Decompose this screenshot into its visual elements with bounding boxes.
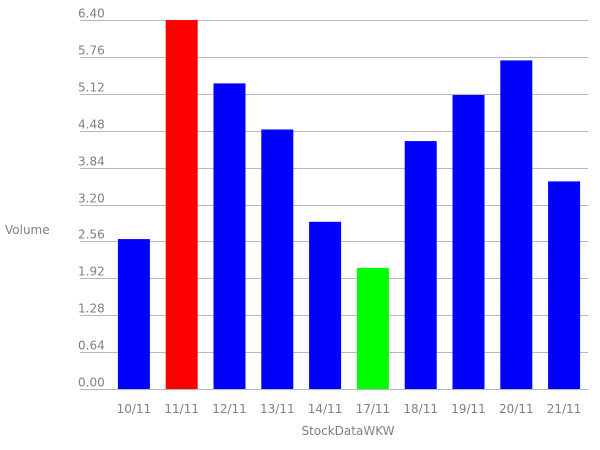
y-axis-label: Volume	[5, 223, 50, 237]
bars	[117, 20, 581, 390]
bar-19-11	[452, 95, 485, 389]
y-tick-label: 5.12	[78, 81, 105, 95]
y-tick-label: 0.00	[78, 376, 105, 390]
y-tick-label: 1.92	[78, 265, 105, 279]
bar-11-11	[165, 20, 198, 389]
y-tick-label: 2.56	[78, 228, 105, 242]
bar-13-11	[261, 129, 294, 389]
y-tick-label: 1.28	[78, 302, 105, 316]
bar-10-11	[117, 239, 150, 389]
x-tick-label: 14/11	[308, 402, 343, 416]
x-axis-ticks: 10/11 11/11 12/11 13/11 14/11 17/11 18/11 19/11…	[117, 402, 582, 416]
y-tick-label: 5.76	[78, 44, 105, 58]
bar-20-11	[500, 60, 533, 390]
bar-12-11	[213, 83, 246, 390]
y-tick-label: 4.48	[78, 118, 105, 132]
x-tick-label: 11/11	[164, 402, 199, 416]
x-tick-label: 12/11	[212, 402, 247, 416]
x-tick-label: 19/11	[451, 402, 486, 416]
x-tick-label: 17/11	[356, 402, 391, 416]
x-axis-label: StockDataWKW	[301, 424, 394, 438]
y-tick-label: 3.84	[78, 155, 105, 169]
bar-18-11	[404, 141, 437, 389]
x-tick-label: 20/11	[499, 402, 534, 416]
bar-14-11	[309, 221, 342, 389]
y-tick-label: 3.20	[78, 192, 105, 206]
x-tick-label: 13/11	[260, 402, 295, 416]
bar-21-11	[548, 181, 581, 389]
x-tick-label: 18/11	[403, 402, 438, 416]
y-axis-ticks: 0.00 0.64 1.28 1.92 2.56 3.20 3.84 4.48 5.12 5.76…	[78, 7, 105, 390]
x-tick-label: 10/11	[117, 402, 152, 416]
x-tick-label: 21/11	[547, 402, 582, 416]
y-tick-label: 6.40	[78, 7, 105, 21]
bar-17-11	[356, 267, 389, 389]
y-tick-label: 0.64	[78, 339, 105, 353]
